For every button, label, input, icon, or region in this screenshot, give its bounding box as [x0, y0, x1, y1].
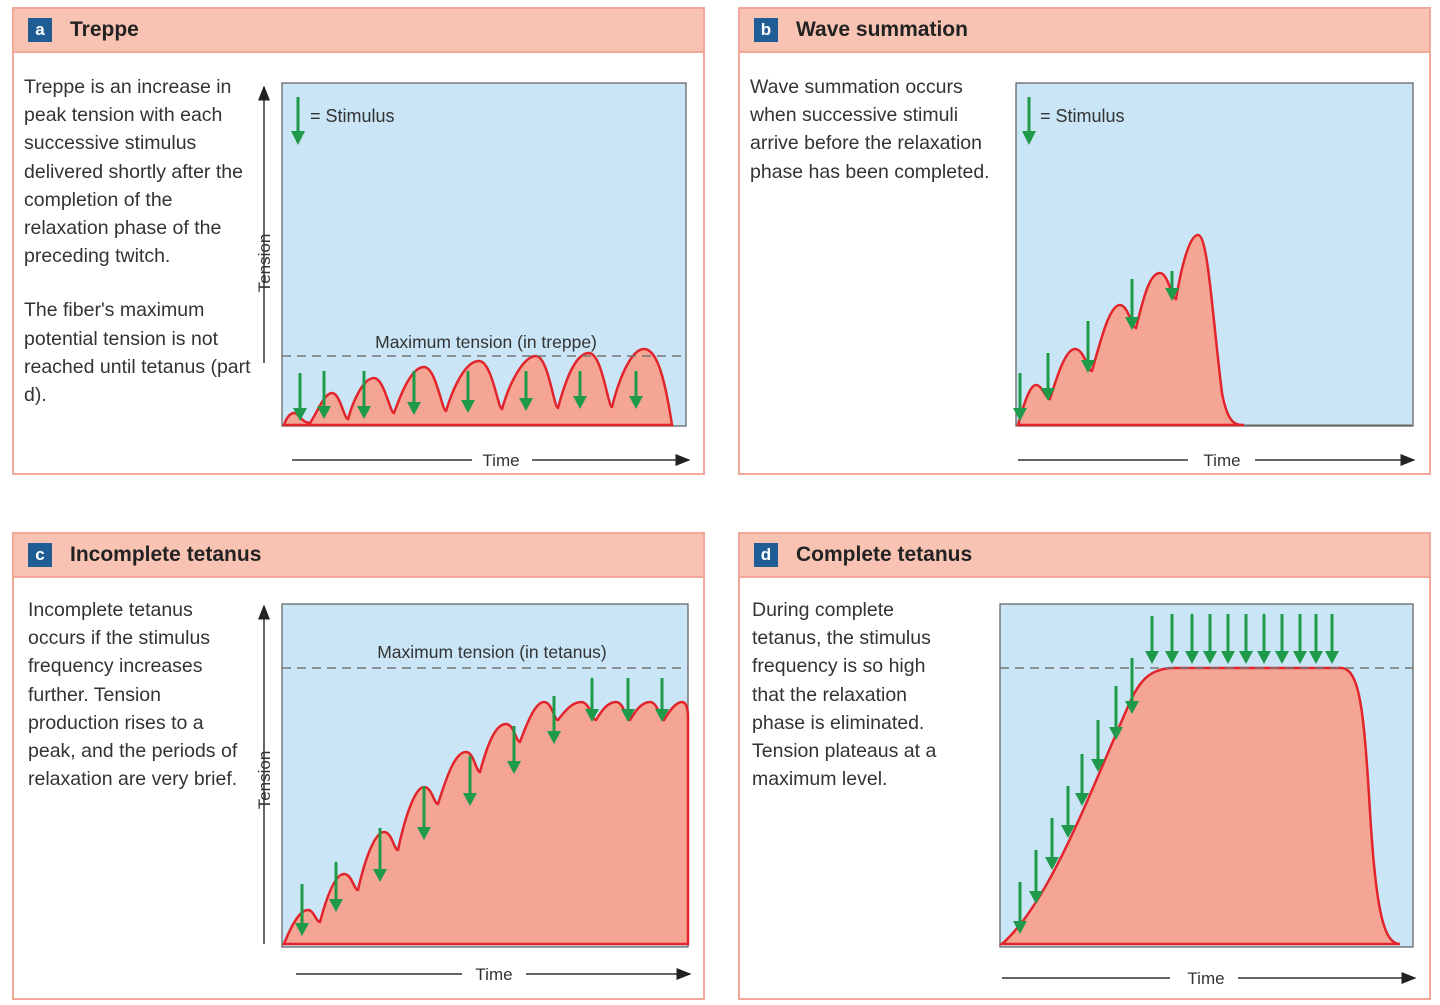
stimulus-arrow — [507, 726, 521, 774]
stimulus-arrow — [629, 371, 643, 409]
stimulus-arrow — [573, 371, 587, 409]
panel-description: Treppe is an increase in peak tension wi… — [24, 73, 256, 409]
stimulus-arrow — [585, 678, 599, 722]
panel-letter-badge: c — [28, 543, 52, 567]
treppe-graph: Tension Maximum tension (in treppe) = St… — [255, 82, 691, 470]
stimulus-legend-label: = Stimulus — [310, 106, 395, 126]
panel-treppe: a Treppe Treppe is an increase in peak t… — [12, 7, 705, 475]
panel-wave-summation: b Wave summation Wave summation occurs w… — [738, 7, 1431, 475]
panel-title: Treppe — [70, 18, 139, 41]
description-paragraph: The fiber's maximum potential tension is… — [24, 299, 251, 407]
treppe-curve — [282, 347, 674, 427]
description-paragraph: Incomplete tetanus occurs if the stimulu… — [28, 599, 238, 791]
stimulus-arrow — [461, 371, 475, 413]
stimulus-arrow — [547, 696, 561, 744]
stimulus-arrow — [357, 371, 371, 419]
stimulus-arrow — [1145, 616, 1159, 664]
max-tension-label: Maximum tension (in tetanus) — [377, 642, 607, 662]
stimulus-arrow — [329, 862, 343, 912]
stimulus-arrow — [1257, 614, 1271, 664]
complete-tetanus-curve — [998, 666, 1401, 946]
stimulus-arrow — [1203, 614, 1217, 664]
panel-letter-badge: d — [754, 543, 778, 567]
stimulus-arrow — [1165, 271, 1179, 301]
stimulus-arrow — [1041, 353, 1055, 401]
incomplete-tetanus-graph: Tension Maximum tension (in tetanus) Tim… — [255, 603, 692, 984]
stimulus-arrow — [1325, 614, 1339, 664]
stimulus-legend-arrow — [1022, 97, 1036, 145]
stimulus-arrow — [293, 373, 307, 421]
stimulus-arrow — [519, 371, 533, 411]
panel-description: Incomplete tetanus occurs if the stimulu… — [28, 596, 243, 793]
stimulus-arrow — [1013, 373, 1027, 421]
stimulus-arrow — [1075, 754, 1089, 806]
stimulus-arrow — [463, 756, 477, 806]
max-tension-label: Maximum tension (in treppe) — [375, 332, 597, 352]
stimulus-arrow — [1165, 614, 1179, 664]
stimulus-arrow — [373, 828, 387, 882]
panel-description: Wave summation occurs when successive st… — [750, 73, 1005, 186]
stimulus-arrow — [407, 371, 421, 415]
description-paragraph: During complete tetanus, the stimulus fr… — [752, 599, 937, 791]
stimulus-arrow — [1221, 614, 1235, 664]
panel-header: c Incomplete tetanus — [14, 534, 703, 578]
stimulus-arrow — [1125, 279, 1139, 330]
panel-letter-badge: a — [28, 18, 52, 42]
description-paragraph: Wave summation occurs when successive st… — [750, 76, 990, 183]
stimulus-arrow — [417, 786, 431, 840]
stimulus-arrow — [1061, 786, 1075, 838]
stimulus-arrow — [295, 884, 309, 936]
stimulus-arrow — [1275, 614, 1289, 664]
stimulus-arrows — [293, 371, 643, 421]
panel-title: Complete tetanus — [796, 543, 973, 566]
panel-description: During complete tetanus, the stimulus fr… — [752, 596, 962, 793]
x-axis-label: Time — [475, 965, 512, 984]
panel-title: Incomplete tetanus — [70, 543, 262, 566]
stimulus-arrow — [655, 678, 669, 722]
y-axis-label: Tension — [255, 751, 274, 810]
y-axis-label: Tension — [255, 234, 274, 293]
stimulus-arrows — [1013, 271, 1179, 421]
stimulus-arrow — [1293, 614, 1307, 664]
stimulus-arrow — [317, 371, 331, 419]
stimulus-arrow — [1125, 658, 1139, 714]
panel-title: Wave summation — [796, 18, 968, 41]
x-axis-label: Time — [1187, 969, 1224, 988]
x-axis-label: Time — [1203, 451, 1240, 470]
stimulus-arrow — [1309, 614, 1323, 664]
panel-header: a Treppe — [14, 9, 703, 53]
panel-header: d Complete tetanus — [740, 534, 1429, 578]
stimulus-arrow — [1109, 686, 1123, 740]
description-paragraph: Treppe is an increase in peak tension wi… — [24, 76, 243, 268]
wave-summation-curve — [1016, 233, 1245, 427]
stimulus-arrow — [1081, 321, 1095, 373]
stimulus-arrow — [1185, 614, 1199, 664]
stimulus-arrow — [1239, 614, 1253, 664]
stimulus-legend-label: = Stimulus — [1040, 106, 1125, 126]
stimulus-arrow — [621, 678, 635, 722]
complete-tetanus-graph: Time — [998, 603, 1417, 988]
stimulus-arrow — [1029, 850, 1043, 904]
panel-letter-badge: b — [754, 18, 778, 42]
stimulus-arrows — [295, 678, 669, 936]
panel-complete-tetanus: d Complete tetanus During complete tetan… — [738, 532, 1431, 1000]
incomplete-tetanus-curve — [282, 700, 690, 946]
stimulus-arrows — [1013, 614, 1339, 934]
wave-summation-graph: = Stimulus Time — [1013, 82, 1416, 470]
stimulus-arrow — [1013, 882, 1027, 934]
stimulus-arrow — [1045, 818, 1059, 870]
x-axis-label: Time — [482, 451, 519, 470]
panel-header: b Wave summation — [740, 9, 1429, 53]
stimulus-arrow — [1091, 720, 1105, 772]
stimulus-legend-arrow — [291, 97, 305, 145]
panel-incomplete-tetanus: c Incomplete tetanus Incomplete tetanus … — [12, 532, 705, 1000]
